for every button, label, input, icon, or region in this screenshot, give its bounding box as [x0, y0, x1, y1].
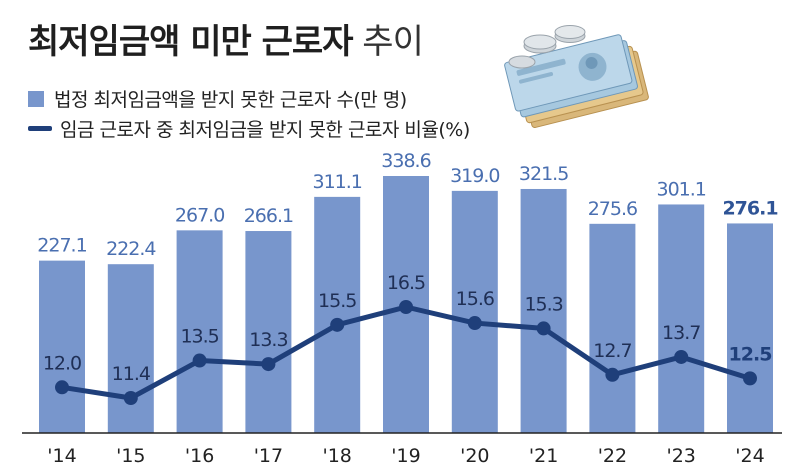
line-point-6 — [467, 316, 482, 331]
x-tick-label-9: '23 — [666, 445, 695, 467]
legend-bar-label: 법정 최저임금액을 받지 못한 근로자 수(만 명) — [54, 89, 407, 111]
x-tick-label-7: '21 — [529, 445, 558, 467]
line-point-7 — [536, 321, 551, 336]
line-point-8 — [605, 367, 620, 382]
line-point-10 — [743, 371, 757, 386]
bar-value-label-8: 275.6 — [588, 198, 637, 220]
line-point-5 — [399, 300, 413, 314]
x-tick-label-4: '18 — [322, 445, 351, 467]
bar-9 — [658, 204, 705, 433]
line-value-label-0: 12.0 — [43, 352, 81, 374]
legend-line-swatch — [28, 126, 52, 131]
line-point-9 — [674, 349, 689, 364]
legend-item-line: 임금 근로자 중 최저임금을 받지 못한 근로자 비율(%) — [28, 115, 470, 142]
bar-value-label-9: 301.1 — [656, 178, 705, 200]
line-value-label-9: 13.7 — [662, 322, 700, 344]
line-point-3 — [261, 357, 276, 372]
bar-8 — [589, 223, 636, 433]
bar-2 — [176, 230, 223, 433]
bar-value-label-4: 311.1 — [312, 171, 361, 193]
bar-value-label-6: 319.0 — [450, 165, 499, 187]
line-point-0 — [55, 380, 69, 395]
x-tick-label-3: '17 — [254, 445, 283, 467]
x-tick-label-0: '14 — [47, 445, 76, 467]
line-value-label-2: 13.5 — [180, 326, 218, 348]
x-tick-label-8: '22 — [598, 445, 627, 467]
x-tick-label-10: '24 — [735, 445, 764, 467]
line-point-4 — [330, 317, 345, 332]
legend-bar-swatch — [28, 90, 44, 107]
line-value-label-3: 13.3 — [249, 329, 287, 351]
legend-item-bars: 법정 최저임금액을 받지 못한 근로자 수(만 명) — [28, 85, 407, 112]
line-value-label-4: 15.5 — [318, 290, 356, 312]
chart-title-main: 최저임금액 미만 근로자 — [28, 22, 353, 62]
line-value-label-6: 15.6 — [456, 288, 494, 310]
bar-3 — [245, 231, 292, 433]
bar-10 — [727, 223, 773, 433]
bar-1 — [107, 264, 154, 433]
bar-7 — [520, 188, 567, 433]
line-value-label-1: 11.4 — [112, 363, 151, 385]
bar-0 — [39, 260, 85, 433]
chart-title-sub: 추이 — [362, 22, 424, 62]
x-tick-label-1: '15 — [116, 445, 145, 467]
bar-value-label-1: 222.4 — [106, 238, 156, 260]
bar-6 — [451, 190, 498, 433]
x-tick-label-5: '19 — [391, 445, 420, 467]
legend-line-label: 임금 근로자 중 최저임금을 받지 못한 근로자 비율(%) — [60, 119, 470, 141]
line-value-label-5: 16.5 — [387, 272, 425, 294]
x-tick-label-6: '20 — [460, 445, 489, 467]
x-tick-label-2: '16 — [185, 445, 214, 467]
line-point-1 — [123, 391, 138, 405]
line-value-label-10: 12.5 — [729, 343, 772, 365]
bar-value-label-3: 266.1 — [244, 205, 293, 227]
bar-value-label-5: 338.6 — [381, 150, 430, 172]
chart-title: 최저임금액 미만 근로자 추이 — [28, 14, 424, 63]
line-value-label-8: 12.7 — [593, 340, 631, 362]
bar-value-label-10: 276.1 — [722, 197, 777, 219]
bar-4 — [314, 196, 361, 433]
money-stack-icon — [504, 25, 649, 128]
bar-value-label-2: 267.0 — [175, 204, 224, 226]
bar-value-label-0: 227.1 — [37, 235, 86, 257]
line-value-label-7: 15.3 — [524, 293, 562, 315]
bar-value-label-7: 321.5 — [519, 163, 568, 185]
line-point-2 — [192, 353, 207, 368]
